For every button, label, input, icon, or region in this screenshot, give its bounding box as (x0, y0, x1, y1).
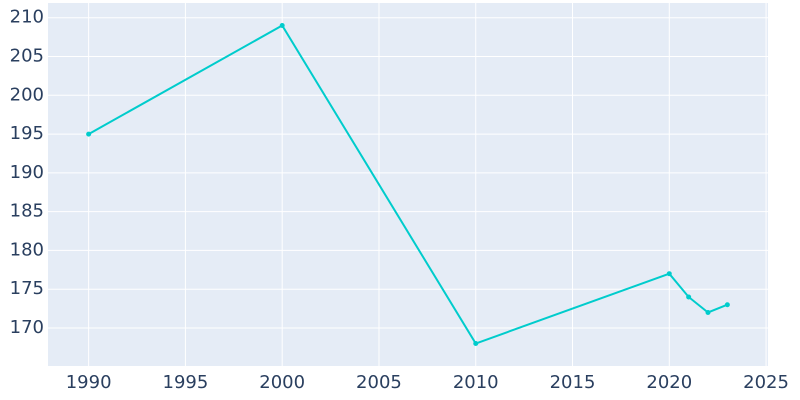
y-tick-label: 210 (10, 7, 44, 28)
x-tick-label: 2000 (259, 372, 305, 393)
x-tick-label: 2010 (453, 372, 499, 393)
point (279, 22, 285, 28)
y-tick-label: 175 (10, 278, 44, 299)
point (86, 131, 92, 137)
point (686, 294, 692, 300)
y-tick-label: 180 (10, 239, 44, 260)
point (473, 341, 479, 347)
y-tick-label: 170 (10, 317, 44, 338)
y-tick-label: 185 (10, 201, 44, 222)
point (705, 309, 711, 315)
y-tick-label: 195 (10, 123, 44, 144)
point (724, 302, 730, 308)
x-tick-label: 1990 (66, 372, 112, 393)
x-tick-label: 2015 (550, 372, 596, 393)
y-tick-label: 200 (10, 84, 44, 105)
x-tick-label: 1995 (163, 372, 209, 393)
point (666, 271, 672, 277)
y-tick-label: 190 (10, 162, 44, 183)
x-tick-label: 2020 (646, 372, 692, 393)
plot-area (48, 3, 768, 366)
x-tick-label: 2005 (356, 372, 402, 393)
y-tick-label: 205 (10, 46, 44, 67)
x-tick-label: 2025 (743, 372, 789, 393)
